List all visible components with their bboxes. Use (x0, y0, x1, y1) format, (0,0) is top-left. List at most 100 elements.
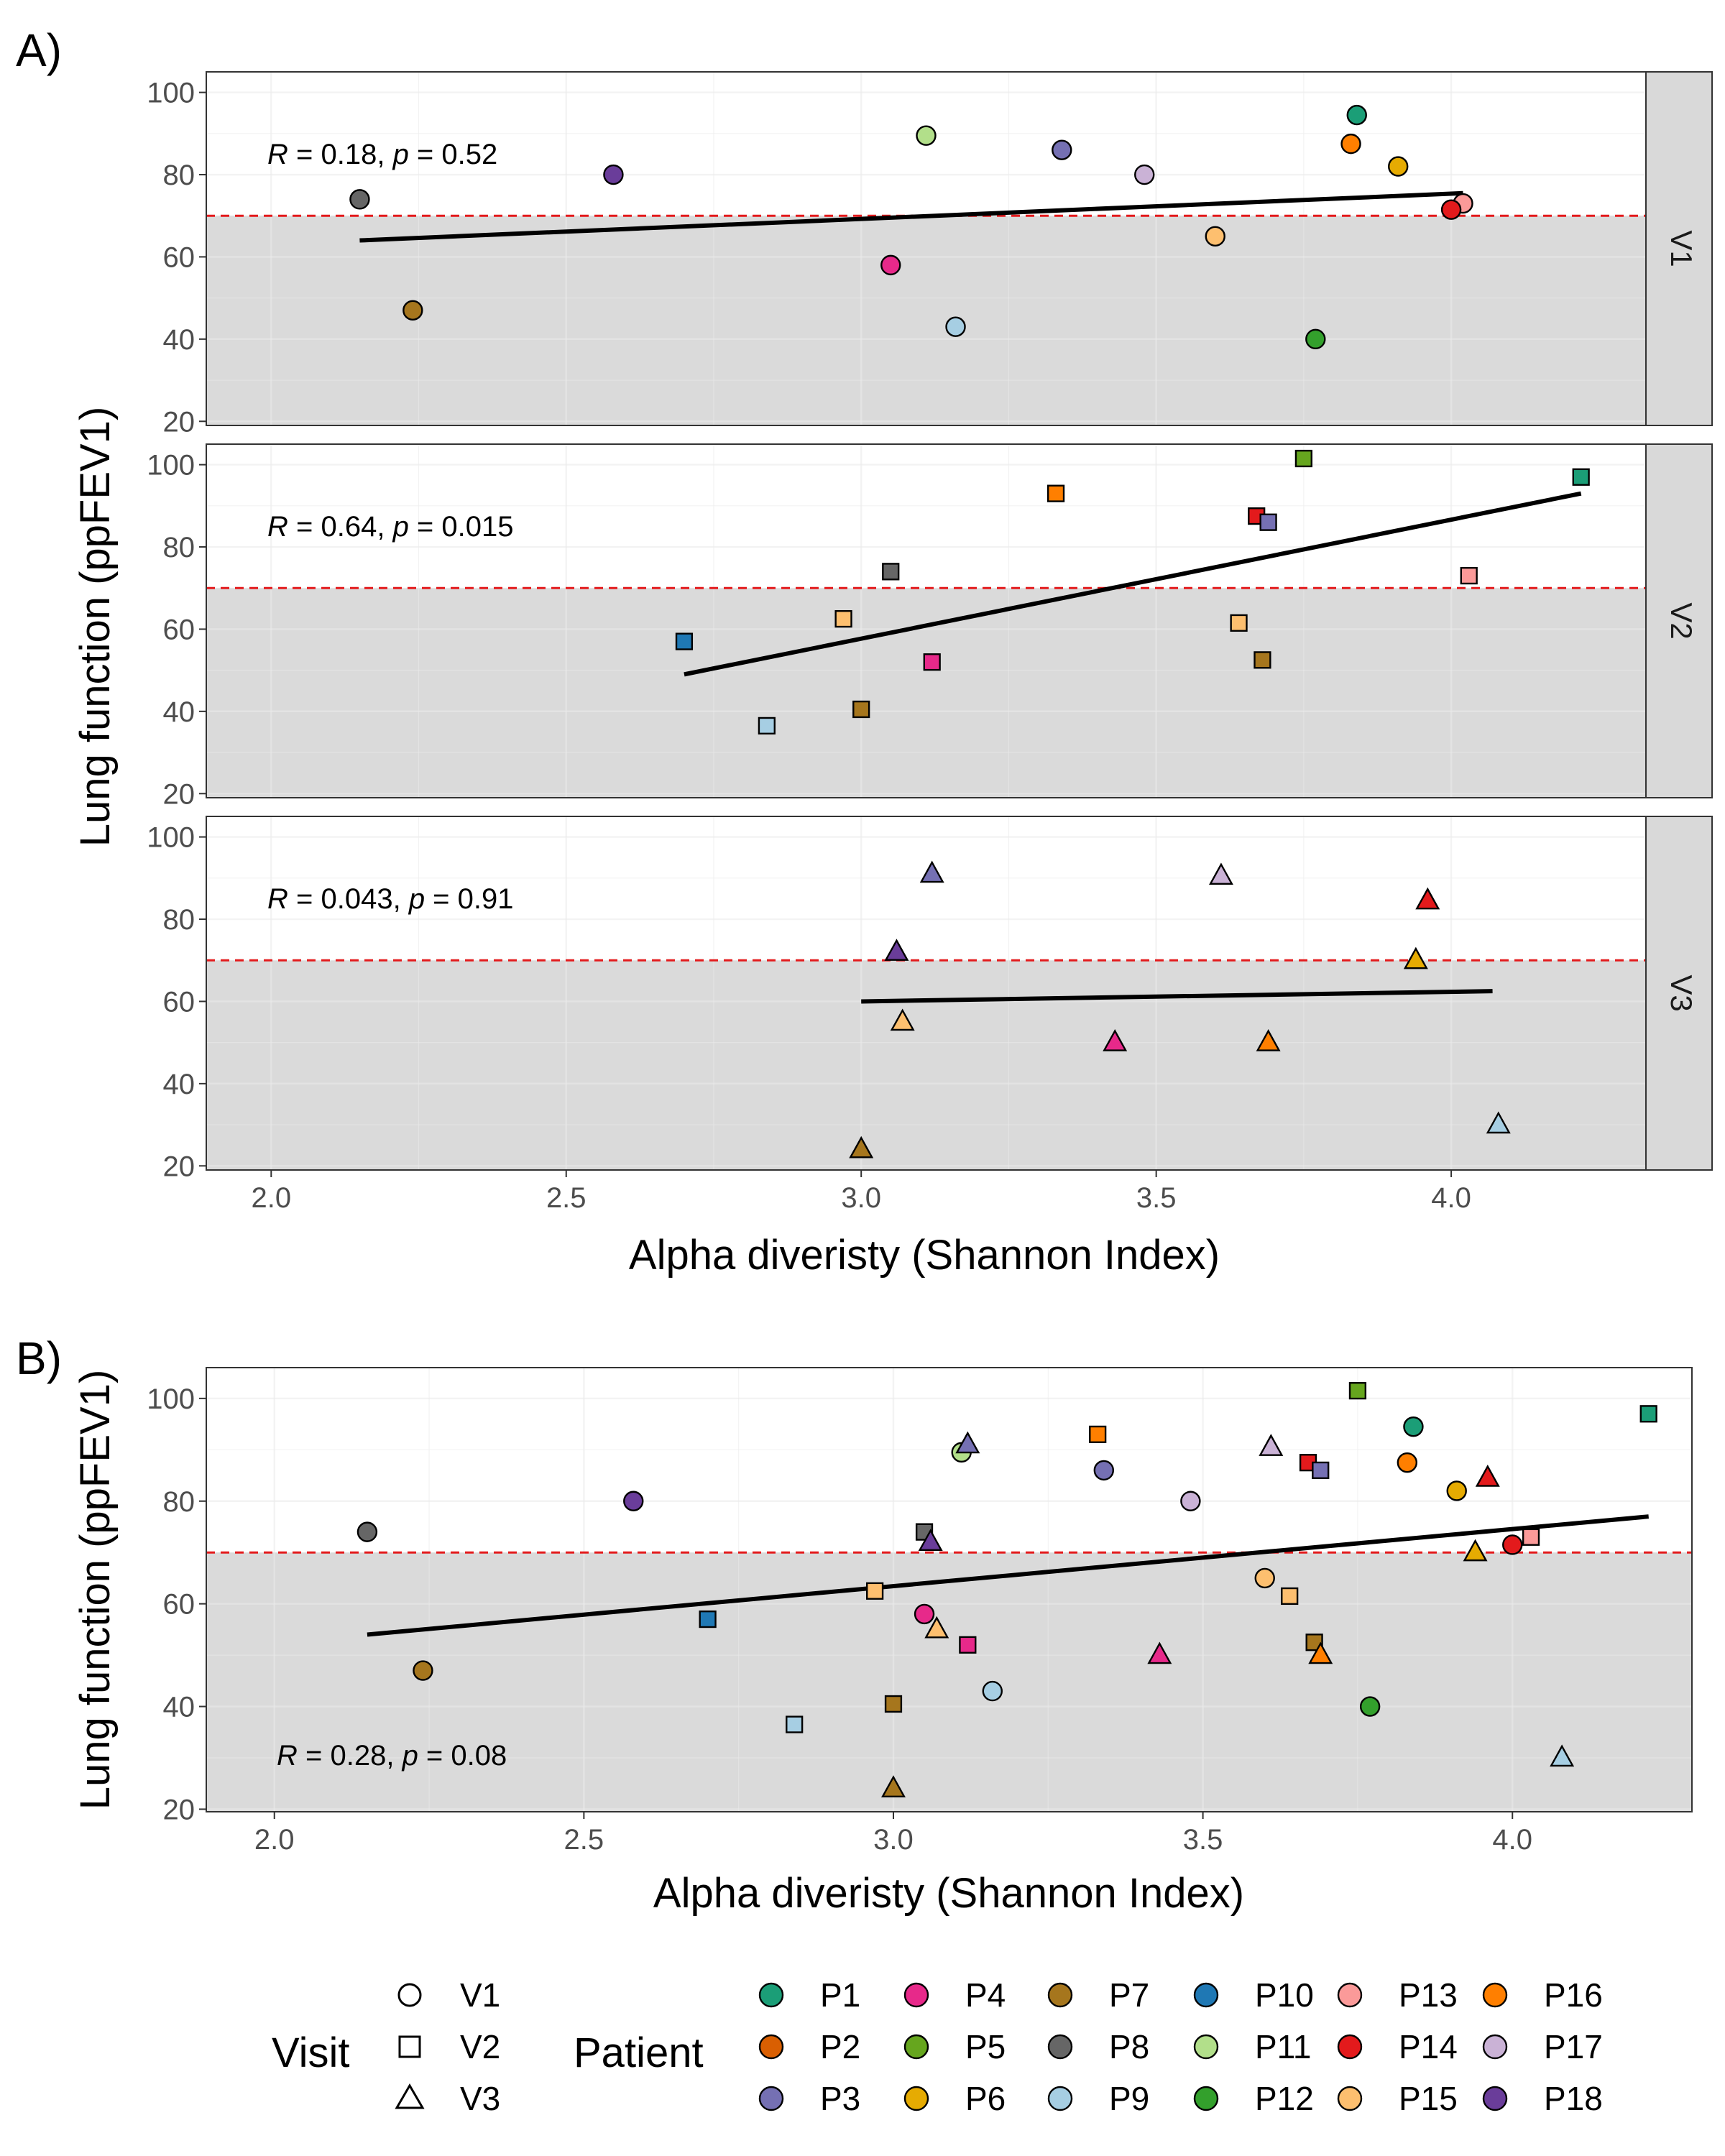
legend-patient-label: P17 (1544, 2028, 1603, 2065)
data-point-p4 (1147, 1641, 1172, 1664)
legend-patient-p18: P18 (1482, 2080, 1603, 2117)
legend-color-swatch (903, 2034, 929, 2060)
data-point-p4 (914, 1603, 935, 1625)
data-point-p1 (1572, 468, 1590, 486)
data-point-p17 (1259, 1434, 1284, 1456)
y-tick-label: 100 (147, 450, 195, 482)
legend-patient-label: P1 (820, 1976, 860, 2014)
legend-patient-label: P6 (965, 2080, 1006, 2117)
x-tick-label: 2.5 (564, 1824, 604, 1856)
regression-line (861, 989, 1493, 1004)
data-point-p3 (1312, 1461, 1330, 1480)
legend-patient-p12: P12 (1193, 2080, 1314, 2117)
legend-color-swatch (1193, 1982, 1219, 2008)
data-point-p7 (881, 1775, 906, 1797)
data-point-p6 (1463, 1539, 1488, 1562)
y-tick-label: 40 (163, 1069, 196, 1100)
correlation-annotation: R = 0.28, p = 0.08 (277, 1740, 507, 1772)
data-point-p7 (413, 1660, 433, 1681)
data-point-p18 (884, 939, 909, 961)
data-point-p11 (916, 125, 937, 146)
data-point-p5 (1294, 449, 1312, 468)
facet-v3: R = 0.043, p = 0.91 20 40 60 80 100 2.0 2.5 3.0 3… (147, 816, 1713, 1214)
x-tick-label: 2.0 (254, 1824, 295, 1856)
legend-color-swatch (1193, 2034, 1219, 2060)
y-tick-label: 80 (163, 532, 196, 563)
facet-strip-label: V2 (1665, 602, 1698, 639)
x-tick-label: 2.0 (251, 1182, 291, 1214)
data-point-p15 (1281, 1587, 1299, 1606)
legend-color-swatch (1482, 1982, 1508, 2008)
correlation-annotation: R = 0.64, p = 0.015 (267, 511, 514, 543)
legend-patient-label: P9 (1109, 2080, 1149, 2117)
legend-patient-label: P4 (965, 1976, 1006, 2014)
data-point-p9 (1486, 1111, 1511, 1134)
y-axis-title: Lung function (ppFEV1) (72, 407, 119, 847)
data-point-p8 (356, 1521, 378, 1542)
regression-line (367, 1514, 1649, 1637)
data-point-p4 (959, 1636, 977, 1654)
legend-patient-p11: P11 (1193, 2028, 1311, 2065)
data-point-p8 (882, 563, 900, 581)
data-point-p13 (1522, 1528, 1540, 1546)
legend-patient-p3: P3 (758, 2080, 860, 2117)
panel-label-a: A) (16, 24, 62, 76)
legend-patient-p7: P7 (1047, 1976, 1149, 2014)
y-tick-label: 60 (163, 241, 196, 273)
legend-triangle-icon (395, 2083, 425, 2109)
y-axis-title: Lung function (ppFEV1) (72, 1370, 119, 1810)
data-point-p9 (945, 316, 966, 337)
data-point-p1 (1639, 1405, 1657, 1423)
y-tick-label: 60 (163, 614, 196, 645)
data-point-p3 (919, 860, 944, 883)
data-point-p14 (1502, 1534, 1523, 1555)
legend-patient-label: P11 (1255, 2028, 1311, 2065)
data-point-p16 (1397, 1452, 1418, 1473)
data-point-p7 (1254, 651, 1271, 669)
data-point-p14 (1440, 199, 1462, 220)
legend-patient-label: P15 (1399, 2080, 1458, 2117)
data-point-p17 (1134, 164, 1155, 185)
legend-circle-icon (397, 1983, 422, 2007)
legend-patient-label: P18 (1544, 2080, 1603, 2117)
legend-patient-label: P2 (820, 2028, 860, 2065)
data-point-p9 (758, 717, 776, 735)
data-point-p15 (866, 1582, 884, 1600)
x-tick-label: 2.5 (546, 1182, 586, 1214)
data-point-p15 (834, 610, 852, 628)
legend-color-swatch (1193, 2086, 1219, 2111)
legend-color-swatch (758, 1982, 784, 2008)
data-point-p5 (1348, 1382, 1367, 1400)
y-tick-label: 100 (147, 78, 195, 109)
facet-strip (1645, 71, 1713, 426)
data-point-p10 (699, 1610, 717, 1628)
data-point-p7 (402, 300, 423, 321)
data-point-p16 (1046, 484, 1065, 502)
legend-patient-label: P13 (1399, 1976, 1458, 2014)
panel-a-facets: R = 0.18, p = 0.52 20 40 60 80 100 V1 R = 0.64,… (72, 71, 1713, 1279)
legend-patient-label: P7 (1109, 1976, 1149, 2014)
y-tick-label: 40 (163, 696, 196, 728)
panel-b-chart: R = 0.28, p = 0.08 20 40 60 80 100 2.0 2.5 3.0 3.… (72, 1367, 1693, 1917)
legend-patient-p2: P2 (758, 2028, 860, 2065)
legend-patient-label: P16 (1544, 1976, 1603, 2014)
x-axis-title: Alpha diveristy (Shannon Index) (653, 1870, 1244, 1917)
facet-strip (1645, 443, 1713, 798)
data-point-p9 (1550, 1744, 1575, 1767)
data-point-p4 (923, 653, 941, 671)
data-point-p14 (1475, 1465, 1500, 1487)
data-point-p3 (1259, 513, 1277, 531)
data-point-p6 (1403, 946, 1428, 969)
data-point-p15 (924, 1616, 949, 1639)
data-point-p7 (849, 1135, 874, 1158)
data-point-p16 (1308, 1641, 1333, 1664)
legend: Visit V1 V2 V3 Patient P1 P2 P3 P4 P5 P6 P7 P8 P9 P10 P… (272, 1976, 1603, 2117)
data-point-p17 (1180, 1491, 1201, 1511)
panel-label-b: B) (16, 1332, 62, 1384)
legend-color-swatch (758, 2086, 784, 2111)
legend-patient-label: P12 (1255, 2080, 1314, 2117)
y-tick-label: 20 (163, 778, 196, 810)
data-point-p12 (1359, 1696, 1381, 1717)
facet-strip-label: V1 (1665, 230, 1698, 267)
regression-line (359, 190, 1463, 243)
